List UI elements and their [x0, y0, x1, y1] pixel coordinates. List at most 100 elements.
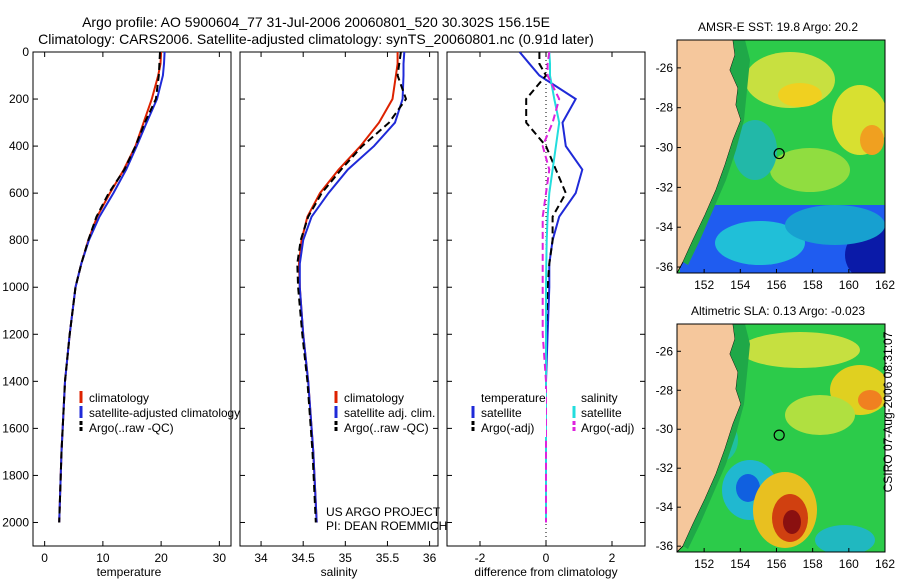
salinity-lines [296, 52, 408, 523]
map-y-tick-label: -36 [656, 539, 674, 553]
map-y-tick-label: -26 [656, 61, 674, 75]
map-x-tick-label: 158 [803, 557, 823, 571]
x-tick-label: 30 [213, 551, 227, 565]
legend-bg-temperature [476, 389, 546, 437]
sla-argo-marker [773, 429, 785, 441]
map-y-tick-label: -30 [656, 141, 674, 155]
sla-high-east-core [858, 390, 882, 410]
sst-cool-east [785, 205, 885, 245]
y-tick-label: 1400 [2, 374, 29, 388]
sst-map-field [677, 40, 885, 273]
sla-map-frame [676, 323, 886, 553]
sst-map-title: AMSR-E SST: 19.8 Argo: 20.2 [698, 20, 858, 34]
legend-label-sal-argo: Argo(-adj) [581, 421, 634, 435]
y-tick-label: 1800 [2, 468, 29, 482]
map-x-tick-label: 156 [766, 278, 786, 292]
legend-label-argo: Argo(..raw -QC) [89, 421, 174, 435]
temperature-panel: 0 10 20 30 0 200 400 600 800 1000 1200 1400 1600 1800… [2, 45, 240, 579]
temperature-xlabel: temperature [97, 565, 162, 579]
legend-label-climatology: climatology [344, 391, 404, 405]
sla-shelf [683, 324, 750, 549]
x-tick-label: -2 [475, 551, 486, 565]
map-x-tick-label: 154 [730, 557, 750, 571]
map-y-tick-label: -26 [656, 344, 674, 358]
map-x-tick-label: 162 [875, 278, 895, 292]
legend-label-climatology: climatology [89, 391, 149, 405]
salinity-panel: 34 34.5 35 35.5 36 salinity climatology sate… [239, 51, 447, 579]
x-tick-label: 34 [254, 551, 268, 565]
sst-shelf [683, 40, 750, 265]
map-x-tick-label: 154 [730, 278, 750, 292]
y-tick-label: 400 [9, 139, 29, 153]
sst-warm-patch-mid [770, 148, 850, 192]
series-line-argo-raw-qc- [296, 52, 408, 523]
legend-label-satellite-adj: satellite adj. clim. [344, 406, 435, 420]
y-tick-label: 800 [9, 233, 29, 247]
sst-warm-core-east [860, 125, 884, 155]
map-x-tick-label: 160 [839, 278, 859, 292]
sla-high-north [740, 332, 860, 368]
temperature-legend: climatology satellite-adjusted climatolo… [79, 391, 240, 435]
map-x-tick-label: 160 [839, 557, 859, 571]
map-y-tick-label: -34 [656, 500, 674, 514]
sst-warm-core-north [778, 83, 822, 107]
y-tick-label: 1000 [2, 280, 29, 294]
salinity-ticks: 34 34.5 35 35.5 36 [240, 51, 438, 565]
temperature-ticks: 0 10 20 30 0 200 400 600 800 1000 1200 1400 1600 1800… [2, 45, 226, 565]
map-y-tick-label: -32 [656, 180, 674, 194]
sla-high-mid [785, 395, 855, 435]
sla-map-ticks: 152 154 156 158 160 162 -26 -28 -30 -32 -34 -36 [656, 344, 896, 571]
x-tick-label: 0 [543, 551, 550, 565]
sst-map-ticks: 152 154 156 158 160 162 -26 -28 -30 -32 -34 -36 [656, 61, 896, 292]
difference-xlabel: difference from climatology [474, 565, 617, 579]
project-note-line2: PI: DEAN ROEMMICH [326, 519, 447, 533]
x-tick-label: 0 [41, 551, 48, 565]
map-y-tick-label: -30 [656, 422, 674, 436]
legend-label-temp-argo: Argo(-adj) [481, 421, 534, 435]
legend-label-sal-satellite: satellite [581, 406, 622, 420]
sla-low-south [815, 525, 875, 552]
sla-map-title: Altimetric SLA: 0.13 Argo: -0.023 [691, 304, 865, 318]
side-timestamp-label: CSIRO 07-Aug-2006 08:31:07 [881, 331, 895, 492]
series-line-salinity-argo-adj- [541, 52, 561, 523]
y-tick-label: 200 [9, 92, 29, 106]
difference-legend: temperature satellite Argo(-adj) salinit… [471, 389, 642, 437]
legend-header-salinity: salinity [581, 391, 618, 405]
x-tick-label: 20 [154, 551, 168, 565]
y-tick-label: 1600 [2, 421, 29, 435]
legend-label-temp-satellite: satellite [481, 406, 522, 420]
map-x-tick-label: 152 [694, 278, 714, 292]
x-tick-label: 35 [339, 551, 353, 565]
map-x-tick-label: 162 [875, 557, 895, 571]
temperature-axes [32, 51, 232, 547]
map-y-tick-label: -32 [656, 461, 674, 475]
legend-label-argo: Argo(..raw -QC) [344, 421, 429, 435]
x-tick-label: 36 [423, 551, 437, 565]
map-x-tick-label: 152 [694, 557, 714, 571]
temperature-lines [58, 52, 166, 523]
sla-eddy-inner [783, 510, 801, 534]
figure-title-line2: Climatology: CARS2006. Satellite-adjuste… [38, 31, 594, 47]
map-y-tick-label: -34 [656, 220, 674, 234]
x-tick-label: 2 [609, 551, 616, 565]
sst-map-frame [676, 39, 886, 274]
series-line-salinity-satellite [545, 52, 561, 523]
series-line-argo-raw-qc- [58, 52, 161, 523]
map-y-tick-label: -28 [656, 383, 674, 397]
difference-panel: -2 0 2 difference from climatology tempera… [446, 51, 646, 579]
salinity-xlabel: salinity [321, 565, 358, 579]
y-tick-label: 0 [22, 45, 29, 59]
map-y-tick-label: -36 [656, 260, 674, 274]
x-tick-label: 35.5 [376, 551, 400, 565]
x-tick-label: 10 [96, 551, 110, 565]
sla-map-field [677, 324, 885, 552]
difference-lines [518, 52, 584, 523]
legend-header-temperature: temperature [481, 391, 546, 405]
map-x-tick-label: 156 [766, 557, 786, 571]
difference-ticks: -2 0 2 [447, 51, 645, 565]
y-tick-label: 1200 [2, 327, 29, 341]
sla-low-west-core [736, 474, 760, 502]
figure-title-line1: Argo profile: AO 5900604_77 31-Jul-2006 … [82, 14, 550, 30]
legend-label-satellite-adjusted: satellite-adjusted climatology [89, 406, 240, 420]
